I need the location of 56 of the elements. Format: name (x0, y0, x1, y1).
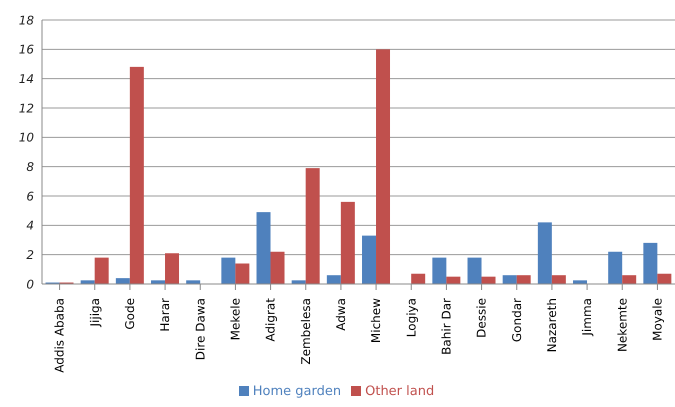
bar (221, 258, 236, 284)
bar (362, 236, 376, 284)
bar (622, 275, 636, 284)
bar (340, 202, 355, 284)
bar (165, 253, 180, 284)
bar (482, 276, 496, 284)
x-tick-label: Zembelesa (298, 298, 313, 365)
y-tick-label: 0 (26, 277, 34, 292)
legend-label: Other land (365, 384, 434, 399)
x-tick-label: Logiya (404, 298, 418, 338)
x-tick-label: Michew (369, 298, 384, 344)
x-tick-label: Jijiga (88, 298, 102, 328)
x-tick-label: Moyale (650, 298, 664, 341)
bar (116, 278, 130, 284)
bar (130, 66, 144, 284)
x-tick-label: Adigrat (264, 298, 278, 342)
x-tick-label: Addis Ababa (52, 298, 67, 373)
bar (270, 252, 285, 284)
bar (306, 168, 320, 284)
y-tick-label: 14 (18, 72, 34, 86)
bar (376, 49, 390, 284)
y-tick-label: 2 (26, 248, 34, 262)
bar (502, 275, 517, 284)
x-tick-label: Jimma (580, 298, 594, 337)
x-tick-label: Mekele (228, 298, 242, 340)
y-tick-label: 4 (26, 218, 34, 233)
y-tick-label: 6 (26, 189, 34, 204)
x-tick-label: Adwa (334, 298, 348, 331)
bar (552, 275, 566, 284)
bar (256, 212, 271, 284)
bar (94, 258, 109, 284)
bar (468, 258, 482, 284)
bar (643, 242, 658, 284)
bar (411, 274, 426, 284)
y-tick-label: 12 (18, 101, 34, 116)
x-tick-label: Harar (158, 298, 172, 332)
legend-label: Home garden (252, 384, 342, 399)
x-tick-label: Gode (122, 298, 137, 330)
bar (432, 258, 446, 284)
y-tick-label: 8 (26, 160, 34, 174)
y-tick-label: 10 (18, 130, 34, 145)
x-tick-label: Bahir Dar (439, 298, 454, 355)
x-tick-label: Dire Dawa (193, 298, 208, 360)
bar (657, 274, 672, 284)
bar (446, 276, 460, 284)
y-tick-label: 18 (18, 13, 34, 28)
y-tick-label: 16 (18, 42, 34, 57)
x-tick-label: Nekemte (615, 298, 630, 352)
x-tick-label: Nazareth (544, 298, 559, 352)
bar (608, 252, 622, 284)
bar (516, 275, 531, 284)
x-tick-label: Gondar (510, 298, 524, 342)
bar (326, 275, 341, 284)
bar (235, 263, 250, 284)
x-tick-label: Dessie (474, 298, 489, 338)
bar (538, 222, 552, 284)
